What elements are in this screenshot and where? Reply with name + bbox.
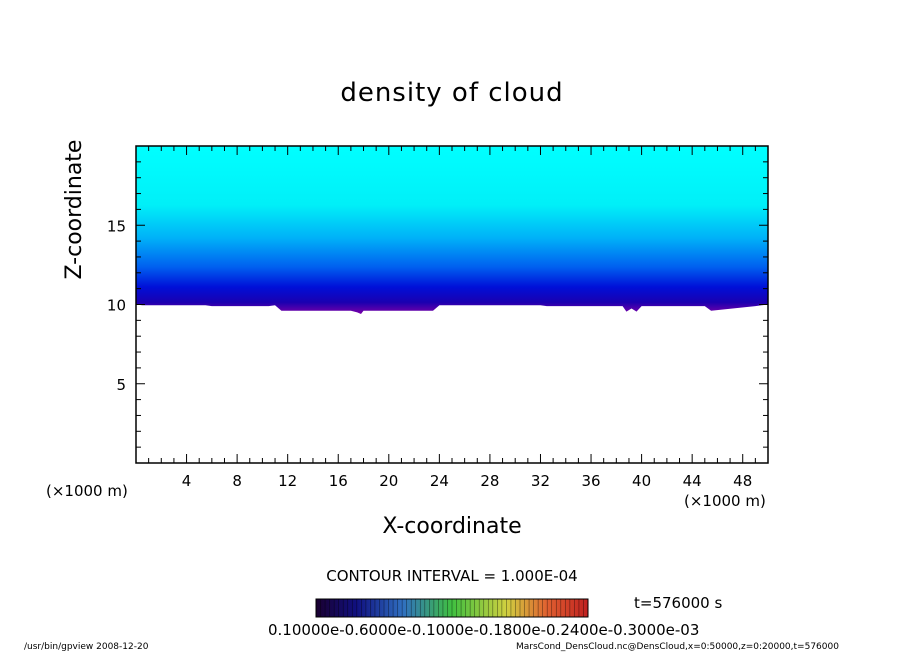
colorbar-labels: 0.10000e-0.6000e-0.1000e-0.1800e-0.2400e… bbox=[268, 621, 700, 639]
x-tick-label: 28 bbox=[480, 472, 499, 490]
y-tick-label: 5 bbox=[116, 376, 126, 394]
x-tick-label: 16 bbox=[329, 472, 348, 490]
x-tick-label: 36 bbox=[581, 472, 600, 490]
cloud-density-field bbox=[136, 146, 768, 314]
x-tick-label: 48 bbox=[733, 472, 752, 490]
x-tick-label: 40 bbox=[632, 472, 651, 490]
x-unit-left: (×1000 m) bbox=[46, 482, 128, 500]
x-tick-label: 44 bbox=[683, 472, 702, 490]
x-axis-label: X-coordinate bbox=[382, 514, 522, 539]
x-unit-right: (×1000 m) bbox=[684, 492, 766, 510]
time-label: t=576000 s bbox=[634, 594, 723, 612]
y-tick-label: 10 bbox=[107, 297, 126, 315]
contour-interval-label: CONTOUR INTERVAL = 1.000E-04 bbox=[326, 567, 578, 585]
x-tick-label: 4 bbox=[182, 472, 192, 490]
x-tick-label: 20 bbox=[379, 472, 398, 490]
y-tick-label: 15 bbox=[107, 217, 126, 235]
x-tick-label: 32 bbox=[531, 472, 550, 490]
x-tick-label: 8 bbox=[232, 472, 242, 490]
x-tick-label: 24 bbox=[430, 472, 449, 490]
footer-right: MarsCond_DensCloud.nc@DensCloud,x=0:5000… bbox=[516, 642, 839, 652]
x-tick-label: 12 bbox=[278, 472, 297, 490]
chart-title: density of cloud bbox=[340, 78, 564, 108]
y-axis-label: Z-coordinate bbox=[62, 139, 87, 280]
footer-left: /usr/bin/gpview 2008-12-20 bbox=[24, 642, 149, 652]
